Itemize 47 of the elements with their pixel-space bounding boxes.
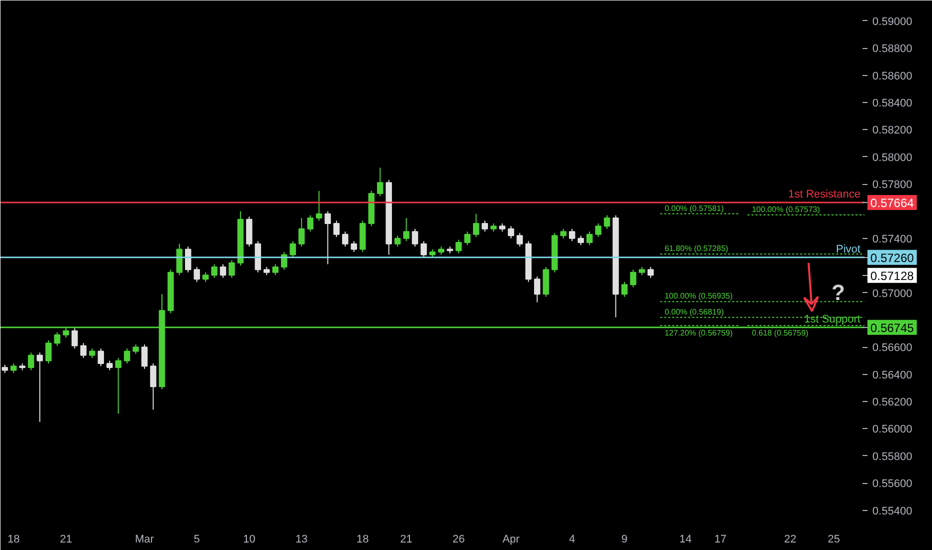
x-tick-label: 21 xyxy=(400,534,412,546)
y-tick-label: 0.59000 xyxy=(872,16,912,28)
ref-line-label: 1st Resistance xyxy=(788,188,860,201)
ref-line-label: 100.00% (0.57573) xyxy=(752,204,820,214)
y-tick-label: 0.57000 xyxy=(872,288,912,300)
y-tick-label: 0.58600 xyxy=(872,70,912,82)
x-tick-label: 10 xyxy=(243,534,256,546)
x-tick-label: 9 xyxy=(621,534,628,546)
x-tick-label: 21 xyxy=(60,534,72,546)
ref-line-label: 0.00% (0.57581) xyxy=(664,204,724,213)
y-tick-label: 0.56745 xyxy=(870,320,914,335)
annotation: ? xyxy=(832,280,845,305)
ref-line-label: Pivot xyxy=(836,243,860,256)
x-tick-label: 22 xyxy=(784,534,796,546)
x-tick-label: Apr xyxy=(502,534,520,546)
x-tick-label: 4 xyxy=(569,534,576,546)
x-tick-label: 13 xyxy=(295,534,308,546)
y-tick-label: 0.55800 xyxy=(872,450,912,463)
y-tick-label: 0.56200 xyxy=(872,396,912,409)
y-tick-label: 0.55600 xyxy=(872,478,912,490)
x-tick-label: 5 xyxy=(194,534,200,546)
y-tick-label: 0.55400 xyxy=(872,505,912,518)
y-tick-label: 0.57400 xyxy=(872,233,912,246)
ref-line-label: 1st Support xyxy=(804,313,860,326)
ref-line-label: 127.20% (0.56759) xyxy=(664,328,733,338)
y-tick-label: 0.57800 xyxy=(872,179,912,192)
y-tick-label: 0.56600 xyxy=(872,342,912,354)
x-tick-label: 14 xyxy=(679,534,692,546)
y-tick-label: 0.57128 xyxy=(870,268,914,283)
ref-line-label: 0.00% (0.56819) xyxy=(664,307,724,316)
x-tick-label: Mar xyxy=(135,534,154,546)
x-tick-label: 26 xyxy=(452,534,465,546)
y-tick-label: 0.57664 xyxy=(870,196,914,210)
ref-line-label: 61.80% (0.57285) xyxy=(664,244,729,254)
y-tick-label: 0.56000 xyxy=(872,424,912,436)
x-tick-label: 18 xyxy=(356,534,369,546)
y-tick-label: 0.58400 xyxy=(872,97,912,110)
ref-line-label: 100.00% (0.56935) xyxy=(664,292,733,301)
annotation: 0.618 (0.56759) xyxy=(752,328,809,338)
x-tick-label: 25 xyxy=(828,534,840,546)
x-tick-label: 18 xyxy=(7,534,20,546)
y-tick-label: 0.58000 xyxy=(872,152,912,164)
y-tick-label: 0.58800 xyxy=(872,43,912,56)
y-tick-label: 0.58200 xyxy=(872,124,912,137)
y-tick-label: 0.57260 xyxy=(870,250,914,265)
y-tick-label: 0.56400 xyxy=(872,369,912,382)
x-tick-label: 17 xyxy=(714,534,727,546)
